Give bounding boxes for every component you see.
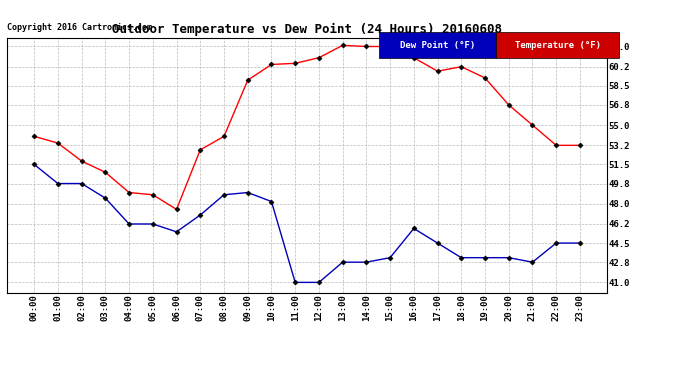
Text: Dew Point (°F): Dew Point (°F): [400, 40, 475, 50]
FancyBboxPatch shape: [496, 32, 619, 58]
Text: Copyright 2016 Cartronics.com: Copyright 2016 Cartronics.com: [7, 23, 152, 32]
Title: Outdoor Temperature vs Dew Point (24 Hours) 20160608: Outdoor Temperature vs Dew Point (24 Hou…: [112, 23, 502, 36]
FancyBboxPatch shape: [379, 32, 496, 58]
Text: Temperature (°F): Temperature (°F): [515, 40, 601, 50]
